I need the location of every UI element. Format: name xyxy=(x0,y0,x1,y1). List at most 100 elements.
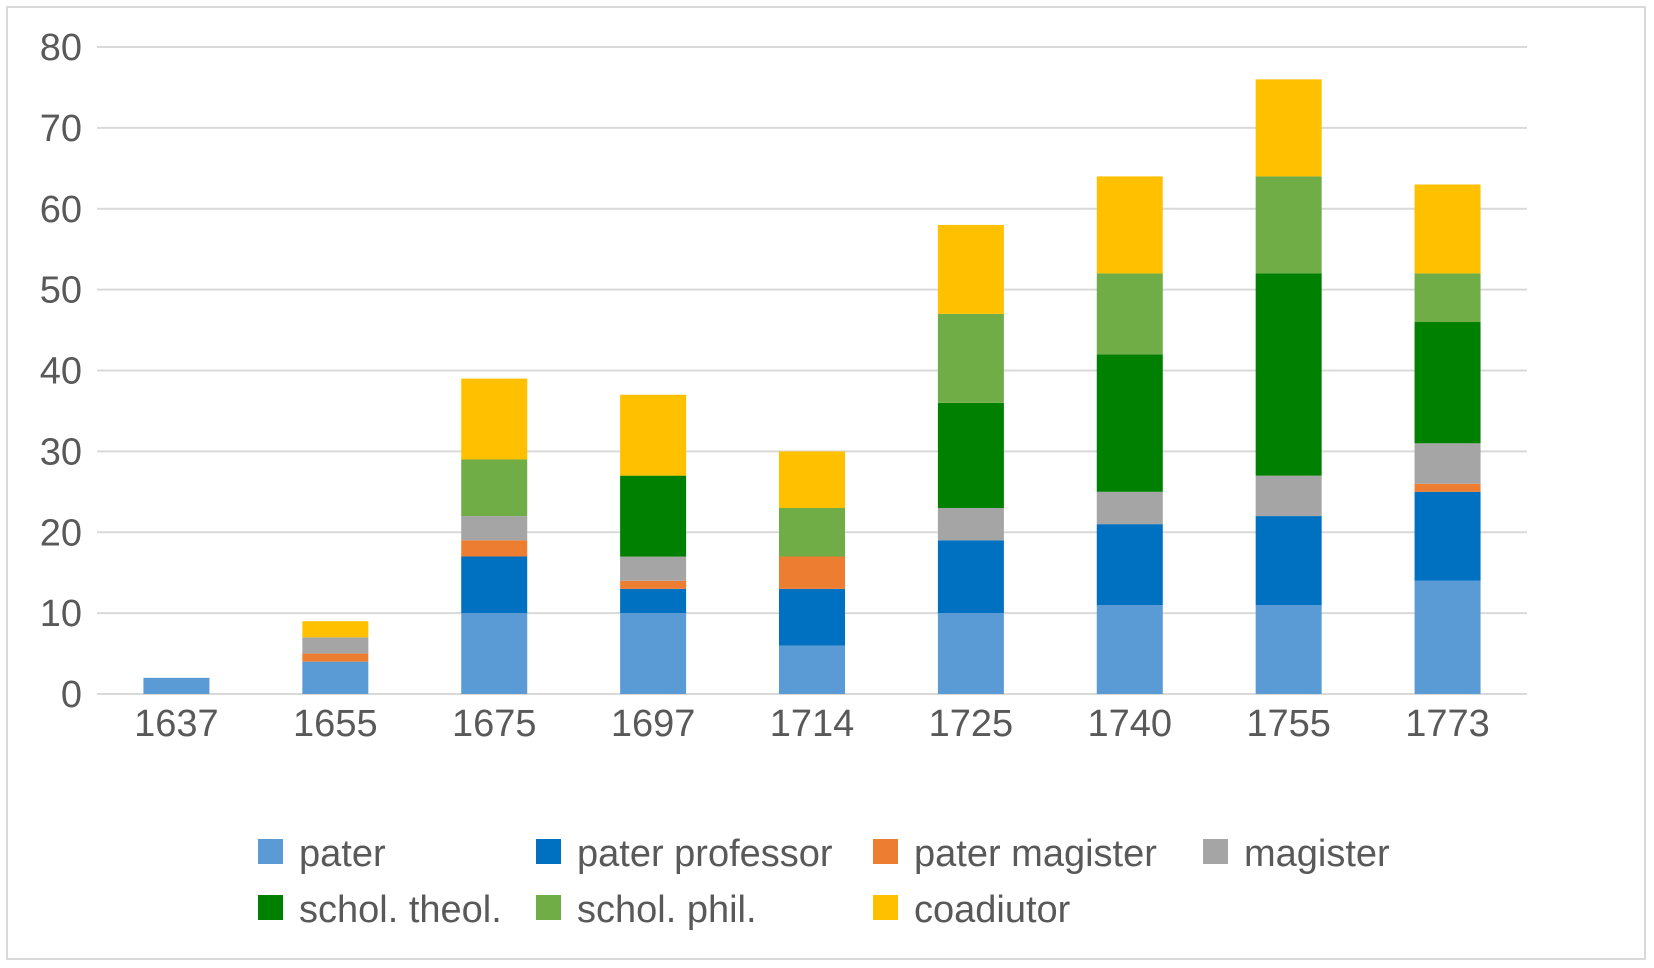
bar-segment-pater-professor-1755 xyxy=(1255,516,1322,606)
bar-segment-pater-1697 xyxy=(620,613,687,694)
y-axis-tick-labels: 0 10 20 30 40 50 60 70 80 xyxy=(40,27,82,716)
bar-segment-coadiutor-1725 xyxy=(937,224,1004,314)
bar-segment-coadiutor-1675 xyxy=(461,378,528,460)
bar-segment-pater-magister-1655 xyxy=(302,653,369,662)
legend-item-magister: magister xyxy=(1203,833,1390,875)
bar-segment-magister-1755 xyxy=(1255,475,1322,517)
legend: pater pater professor pater magister magist… xyxy=(258,833,1390,931)
bar-segment-pater-professor-1675 xyxy=(461,556,528,614)
bar-segment-pater-professor-1773 xyxy=(1414,491,1481,581)
y-tick-label: 80 xyxy=(40,27,82,69)
bar-segment-schol-phil--1714 xyxy=(779,507,845,557)
x-tick-label: 1740 xyxy=(1088,703,1173,745)
legend-item-pater-professor: pater professor xyxy=(536,833,833,875)
y-tick-label: 40 xyxy=(40,351,82,393)
bar-segment-schol-theol--1773 xyxy=(1414,321,1481,444)
bar-segment-schol-phil--1675 xyxy=(461,459,528,517)
bar-segment-pater-magister-1697 xyxy=(620,580,687,589)
x-tick-label: 1714 xyxy=(770,703,855,745)
legend-item-pater: pater xyxy=(258,833,386,875)
bar-segment-magister-1773 xyxy=(1414,443,1481,484)
bar-stack-1675 xyxy=(461,378,528,694)
legend-label: coadiutor xyxy=(914,889,1071,931)
bar-segment-pater-1755 xyxy=(1255,605,1322,694)
bar-segment-schol-phil--1725 xyxy=(937,313,1004,403)
x-tick-label: 1725 xyxy=(929,703,1014,745)
y-tick-label: 0 xyxy=(61,674,82,716)
legend-swatch xyxy=(258,895,283,920)
bar-stack-1637 xyxy=(143,677,210,694)
bar-segment-pater-1675 xyxy=(461,613,528,694)
y-tick-label: 60 xyxy=(40,189,82,231)
legend-label: pater professor xyxy=(577,833,833,875)
bar-stacks xyxy=(143,79,1481,694)
bar-segment-pater-1637 xyxy=(143,677,210,694)
bar-segment-pater-magister-1675 xyxy=(461,540,528,557)
bar-segment-coadiutor-1755 xyxy=(1255,79,1322,177)
y-tick-label: 70 xyxy=(40,108,82,150)
x-tick-label: 1655 xyxy=(293,703,378,745)
legend-swatch xyxy=(873,839,898,864)
legend-item-schol-phil-: schol. phil. xyxy=(536,889,757,931)
bar-segment-coadiutor-1773 xyxy=(1414,184,1481,274)
x-tick-label: 1755 xyxy=(1246,703,1331,745)
bar-stack-1755 xyxy=(1255,79,1322,694)
bar-stack-1725 xyxy=(937,224,1004,694)
legend-item-coadiutor: coadiutor xyxy=(873,889,1071,931)
bar-segment-magister-1697 xyxy=(620,556,687,581)
bar-segment-pater-1740 xyxy=(1096,605,1163,694)
bar-segment-schol-theol--1740 xyxy=(1096,354,1163,492)
legend-label: magister xyxy=(1244,833,1390,875)
bar-segment-schol-theol--1697 xyxy=(620,475,687,557)
bar-segment-schol-phil--1740 xyxy=(1096,273,1163,355)
bar-segment-schol-theol--1725 xyxy=(937,402,1004,508)
legend-item-pater-magister: pater magister xyxy=(873,833,1157,875)
bar-segment-pater-professor-1740 xyxy=(1096,524,1163,606)
bar-segment-pater-1773 xyxy=(1414,580,1481,694)
bar-segment-pater-professor-1714 xyxy=(779,588,845,646)
bar-stack-1714 xyxy=(779,451,845,694)
y-tick-label: 20 xyxy=(40,512,82,554)
bar-segment-pater-professor-1725 xyxy=(937,540,1004,614)
legend-label: schol. theol. xyxy=(299,889,502,931)
legend-swatch xyxy=(873,895,898,920)
bar-stack-1740 xyxy=(1096,176,1163,694)
legend-label: schol. phil. xyxy=(577,889,757,931)
bar-segment-coadiutor-1655 xyxy=(302,621,369,638)
x-tick-label: 1773 xyxy=(1405,703,1490,745)
x-tick-label: 1675 xyxy=(452,703,537,745)
bar-segment-schol-phil--1755 xyxy=(1255,176,1322,274)
bar-segment-coadiutor-1740 xyxy=(1096,176,1163,274)
bar-segment-pater-1655 xyxy=(302,661,369,694)
legend-swatch xyxy=(536,839,561,864)
y-tick-label: 50 xyxy=(40,270,82,312)
bar-stack-1655 xyxy=(302,621,369,694)
y-tick-label: 10 xyxy=(40,593,82,635)
bar-segment-coadiutor-1714 xyxy=(779,451,845,508)
legend-item-schol-theol-: schol. theol. xyxy=(258,889,502,931)
legend-label: pater xyxy=(299,833,386,875)
bar-segment-coadiutor-1697 xyxy=(620,394,687,476)
bar-segment-pater-magister-1714 xyxy=(779,556,845,589)
bar-segment-magister-1740 xyxy=(1096,491,1163,525)
bar-segment-schol-theol--1755 xyxy=(1255,273,1322,476)
bar-segment-pater-magister-1773 xyxy=(1414,483,1481,492)
y-tick-label: 30 xyxy=(40,431,82,473)
bar-segment-pater-professor-1697 xyxy=(620,588,687,614)
bar-stack-1773 xyxy=(1414,184,1481,694)
bar-stack-1697 xyxy=(620,394,687,694)
bar-segment-magister-1725 xyxy=(937,507,1004,541)
bar-segment-pater-1725 xyxy=(937,613,1004,694)
bar-segment-schol-phil--1773 xyxy=(1414,273,1481,322)
legend-swatch xyxy=(536,895,561,920)
bar-segment-magister-1675 xyxy=(461,516,528,541)
legend-label: pater magister xyxy=(914,833,1157,875)
legend-swatch xyxy=(1203,839,1228,864)
x-axis-tick-labels: 1637 1655 1675 1697 1714 1725 1740 1755 1773 xyxy=(134,703,1490,745)
x-tick-label: 1697 xyxy=(611,703,696,745)
x-tick-label: 1637 xyxy=(134,703,219,745)
bar-segment-magister-1655 xyxy=(302,637,369,654)
bar-segment-pater-1714 xyxy=(779,645,845,694)
legend-swatch xyxy=(258,839,283,864)
